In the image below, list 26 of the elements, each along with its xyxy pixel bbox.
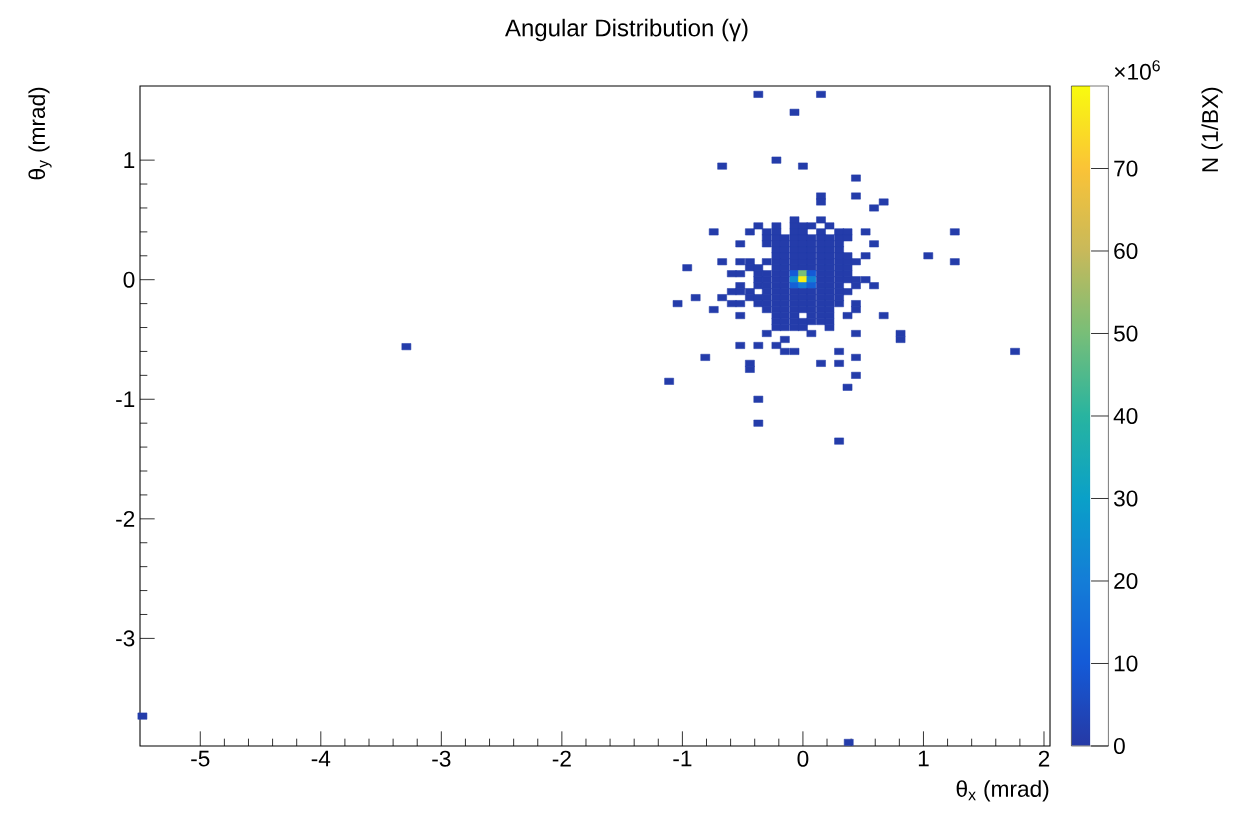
y-tick-label: -2 [116,510,135,527]
x-tick-label: 2 [1038,750,1050,767]
color-bar-label: 30 [1113,490,1138,507]
chart-title: Angular Distribution (γ) [505,18,748,42]
text: ×10$^{6}$ [1114,60,1160,80]
y-axis-title: θ$_{y}$ (mrad) [28,87,52,180]
color-bar-label: 20 [1114,572,1138,590]
x-tick-label: -4 [311,750,331,767]
x-tick-label: -5 [191,750,210,767]
x-tick-label: 1 [918,750,929,767]
color-bar-label: 70 [1114,160,1138,177]
color-bar-label: 50 [1114,325,1138,342]
x-tick-label: -1 [673,750,692,767]
color-bar-label: 40 [1113,407,1138,425]
y-tick-label: 0 [123,271,135,288]
color-bar-title: N (1/BX) [1201,87,1223,172]
x-tick-label: -2 [552,750,571,767]
y-tick-label: -1 [116,391,135,408]
x-tick-label: -3 [432,750,451,767]
x-axis-title: θ$_{x}$ (mrad) [956,780,1049,802]
color-bar-label: 60 [1114,242,1138,260]
y-tick-label: -3 [116,630,135,647]
y-tick-label: 1 [124,152,135,168]
x-tick-label: 0 [797,750,809,767]
color-bar-label: 10 [1114,655,1138,672]
color-bar-label: 0 [1113,737,1125,755]
